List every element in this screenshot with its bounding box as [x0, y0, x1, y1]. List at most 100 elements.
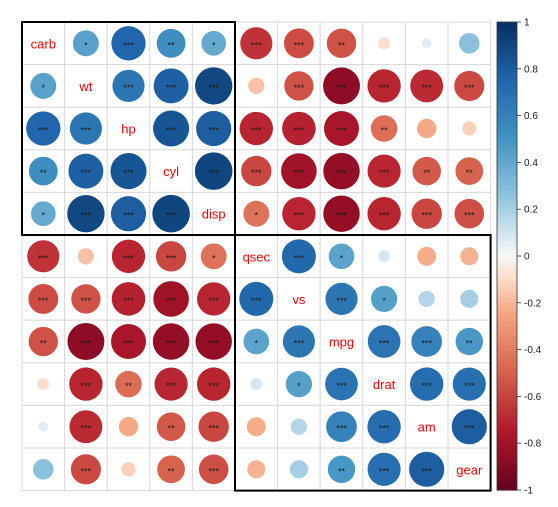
colorbar-segment	[497, 181, 517, 187]
correlation-circle-cyl-drat	[367, 154, 401, 188]
significance-mark: **	[466, 339, 474, 349]
colorbar-segment	[497, 256, 517, 262]
colorbar-tick-label: -1	[524, 486, 533, 497]
correlation-circle-cyl-am	[412, 156, 441, 186]
correlation-circle-am-qsec	[246, 417, 266, 437]
correlation-circle-drat-vs	[285, 370, 313, 398]
significance-mark: *	[382, 296, 386, 306]
correlation-circle-hp-vs	[282, 111, 316, 146]
colorbar-segment	[497, 260, 517, 266]
correlation-circle-disp-hp	[110, 196, 147, 232]
colorbar-segment	[497, 31, 517, 37]
correlation-circle-wt-qsec	[248, 77, 265, 95]
significance-mark: ***	[38, 296, 49, 306]
correlation-circle-wt-hp	[112, 69, 145, 102]
colorbar-segment	[497, 387, 517, 393]
correlation-circle-gear-mpg	[327, 455, 356, 484]
significance-mark: **	[338, 466, 346, 476]
colorbar-segment	[497, 78, 517, 84]
colorbar-segment	[497, 452, 517, 458]
correlation-circle-carb-am	[421, 38, 432, 49]
colorbar-segment	[497, 330, 517, 337]
correlation-circle-qsec-hp	[111, 239, 146, 273]
correlation-circle-gear-hp	[121, 462, 136, 477]
correlation-circle-qsec-mpg	[328, 243, 355, 270]
correlation-circle-vs-gear	[460, 289, 479, 308]
colorbar-segment	[497, 401, 517, 407]
significance-mark: ***	[464, 211, 475, 221]
colorbar-segment	[497, 298, 517, 304]
significance-mark: **	[423, 168, 431, 178]
significance-mark: *	[42, 211, 46, 221]
colorbar-segment	[497, 45, 517, 51]
significance-mark: ***	[208, 381, 219, 391]
significance-mark: **	[381, 126, 389, 136]
colorbar-segment	[497, 22, 517, 28]
correlation-circle-vs-mpg	[325, 282, 358, 315]
significance-mark: ***	[123, 168, 134, 178]
correlation-circle-gear-am	[409, 451, 445, 487]
correlation-circle-wt-gear	[454, 70, 485, 101]
significance-mark: ***	[166, 381, 177, 391]
significance-mark: ***	[294, 83, 305, 93]
significance-mark: *	[255, 339, 259, 349]
correlation-circle-am-mpg	[326, 411, 357, 443]
correlation-circle-disp-gear	[454, 198, 485, 229]
colorbar-segment	[497, 265, 517, 271]
correlation-circle-cyl-disp	[194, 152, 233, 190]
significance-mark: **	[466, 168, 474, 178]
colorbar-segment	[497, 241, 517, 248]
colorbar-segment	[497, 382, 517, 388]
colorbar-segment	[497, 475, 517, 482]
color-legend: 1 0.8 0.6 0.4 0.2 0 -0.2 -0.4 -0.6 -0.8 -1	[496, 18, 542, 497]
correlation-circle-qsec-disp	[200, 243, 227, 270]
colorbar-segment	[497, 64, 517, 70]
colorbar-segment	[497, 368, 517, 374]
colorbar-segment	[497, 129, 517, 135]
colorbar-segment	[497, 143, 517, 149]
colorbar-segment	[497, 321, 517, 327]
variable-label-wt: wt	[78, 79, 92, 94]
correlation-circle-mpg-disp	[195, 323, 232, 360]
colorbar-segment	[497, 424, 517, 430]
significance-mark: ***	[379, 83, 390, 93]
colorbar-segment	[497, 377, 517, 383]
colorbar-tick-label: 0.8	[524, 64, 538, 75]
correlation-circle-drat-qsec	[250, 378, 263, 391]
colorbar-segment	[497, 396, 517, 402]
correlation-circle-hp-cyl	[153, 110, 190, 147]
significance-mark: *	[42, 83, 46, 93]
cluster-box-2	[234, 234, 492, 492]
significance-mark: ***	[336, 211, 347, 221]
variable-label-cyl: cyl	[163, 164, 179, 179]
correlation-circle-gear-carb	[33, 459, 54, 480]
correlation-circle-carb-drat	[378, 37, 391, 50]
variable-label-drat: drat	[373, 377, 396, 392]
colorbar-segment	[497, 204, 517, 210]
colorbar-tick-label: 0	[524, 252, 530, 263]
correlation-circle-am-wt	[69, 410, 103, 444]
colorbar-segment	[497, 59, 517, 65]
significance-mark: *	[340, 253, 344, 263]
significance-mark: *	[212, 253, 216, 263]
correlation-circle-carb-vs	[283, 28, 314, 59]
colorbar-segment	[497, 358, 517, 365]
correlation-circle-disp-cyl	[152, 194, 190, 233]
variable-label-disp: disp	[202, 207, 226, 222]
correlation-circle-vs-disp	[197, 282, 231, 316]
colorbar-segment	[497, 340, 517, 346]
colorbar-segment	[497, 92, 517, 98]
correlation-circle-mpg-qsec	[243, 328, 270, 355]
colorbar-segment	[497, 307, 517, 313]
significance-mark: ***	[81, 296, 92, 306]
correlation-circle-wt-carb	[30, 72, 57, 99]
colorbar-segment	[497, 96, 517, 103]
significance-mark: **	[40, 168, 48, 178]
significance-mark: ***	[81, 466, 92, 476]
colorbar-segment	[497, 293, 517, 299]
colorbar-segment	[497, 429, 517, 435]
correlation-circle-drat-disp	[197, 367, 231, 401]
colorbar-segment	[497, 115, 517, 121]
significance-mark: ***	[166, 253, 177, 263]
correlation-circle-hp-disp	[196, 110, 232, 147]
